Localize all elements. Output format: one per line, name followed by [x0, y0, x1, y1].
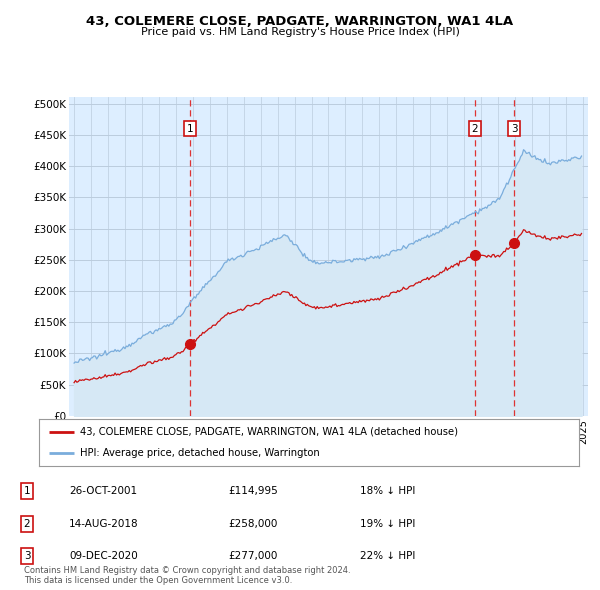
Text: 26-OCT-2001: 26-OCT-2001 [69, 486, 137, 496]
Text: 19% ↓ HPI: 19% ↓ HPI [360, 519, 415, 529]
Text: 22% ↓ HPI: 22% ↓ HPI [360, 551, 415, 561]
Text: 18% ↓ HPI: 18% ↓ HPI [360, 486, 415, 496]
Text: 1: 1 [187, 123, 193, 133]
Text: 1: 1 [23, 486, 31, 496]
Text: 43, COLEMERE CLOSE, PADGATE, WARRINGTON, WA1 4LA (detached house): 43, COLEMERE CLOSE, PADGATE, WARRINGTON,… [79, 427, 458, 437]
Text: 2: 2 [472, 123, 478, 133]
Text: £258,000: £258,000 [228, 519, 277, 529]
Text: 3: 3 [23, 551, 31, 561]
Text: 43, COLEMERE CLOSE, PADGATE, WARRINGTON, WA1 4LA: 43, COLEMERE CLOSE, PADGATE, WARRINGTON,… [86, 15, 514, 28]
Text: 3: 3 [511, 123, 517, 133]
Text: £277,000: £277,000 [228, 551, 277, 561]
Text: £114,995: £114,995 [228, 486, 278, 496]
Text: 09-DEC-2020: 09-DEC-2020 [69, 551, 138, 561]
Text: HPI: Average price, detached house, Warrington: HPI: Average price, detached house, Warr… [79, 448, 319, 458]
Text: 14-AUG-2018: 14-AUG-2018 [69, 519, 139, 529]
Text: Contains HM Land Registry data © Crown copyright and database right 2024.
This d: Contains HM Land Registry data © Crown c… [24, 566, 350, 585]
Text: 2: 2 [23, 519, 31, 529]
Text: Price paid vs. HM Land Registry's House Price Index (HPI): Price paid vs. HM Land Registry's House … [140, 27, 460, 37]
